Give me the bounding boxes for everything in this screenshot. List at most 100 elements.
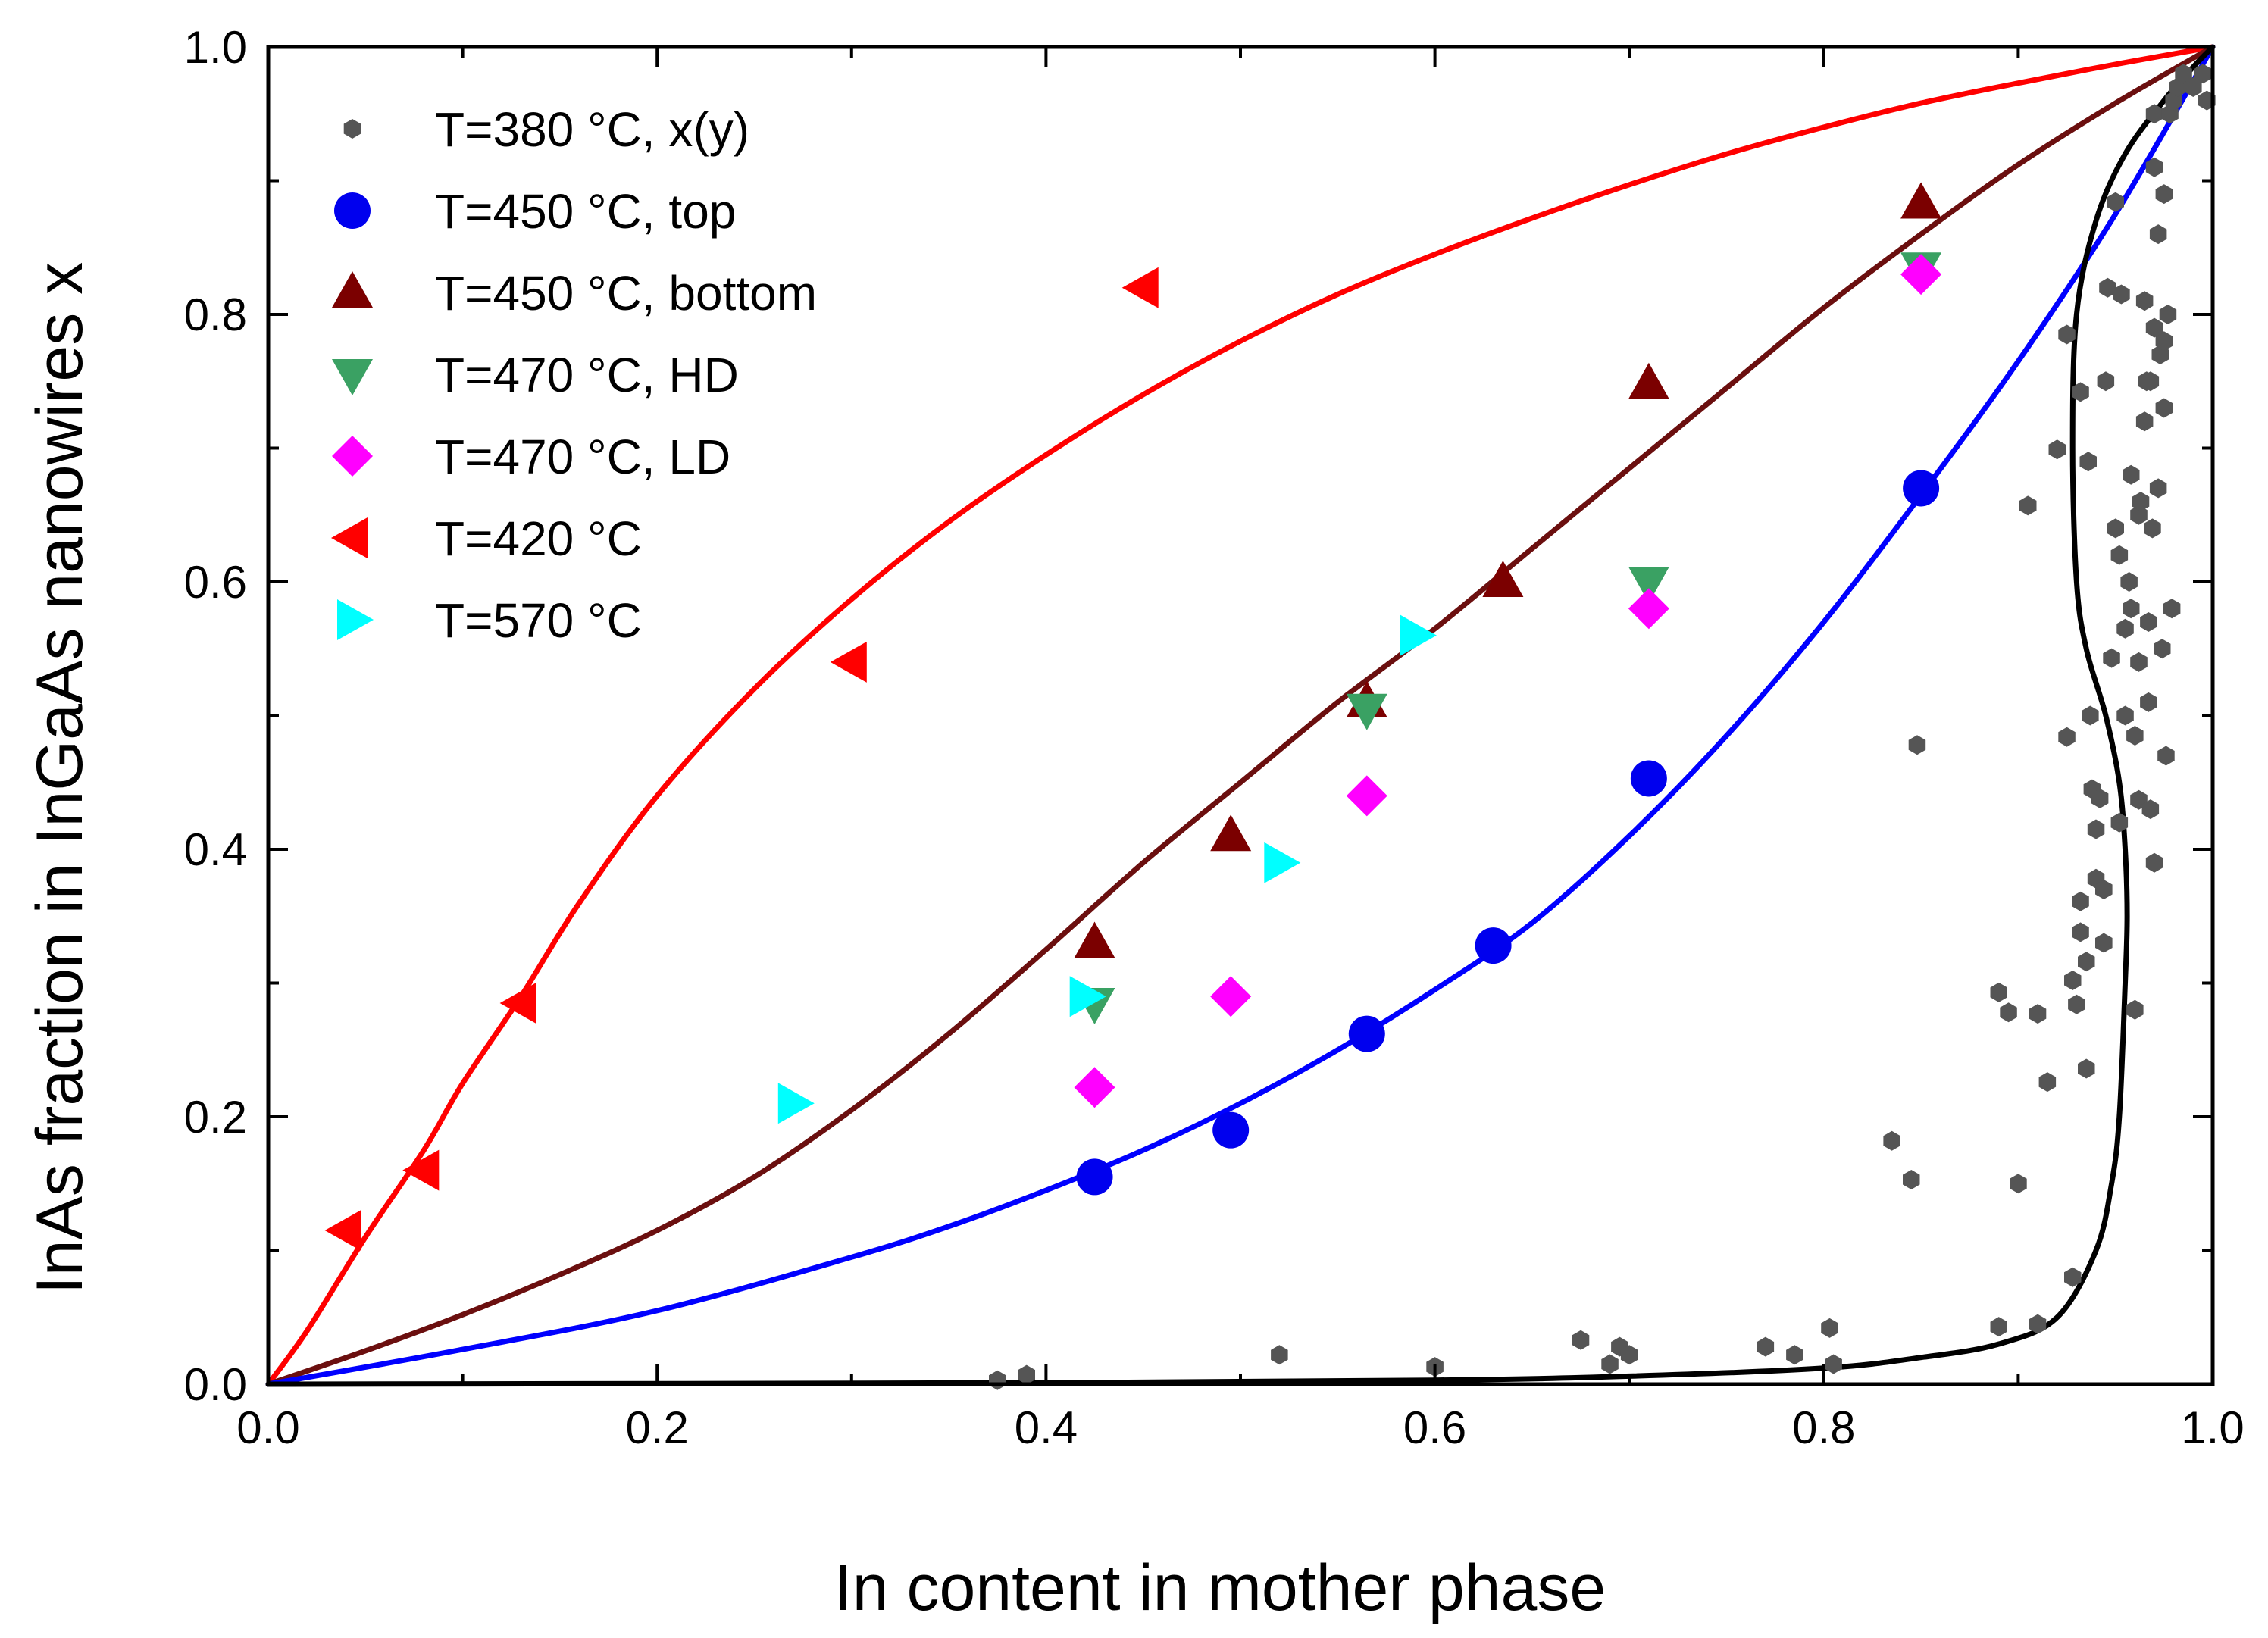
series-6 <box>777 614 1437 1124</box>
series-1 <box>1076 470 1940 1196</box>
y-tick-label: 0.2 <box>184 1092 247 1143</box>
data-point <box>1210 814 1252 852</box>
data-point <box>1990 982 2007 1002</box>
x-axis-title: In content in mother phase <box>834 1552 1606 1624</box>
legend-entry: T=450 °C, top <box>334 184 736 239</box>
data-point <box>2103 648 2120 668</box>
data-point <box>2110 812 2129 833</box>
fit-curve-0 <box>265 44 2216 1387</box>
legend-marker <box>334 192 371 229</box>
data-point <box>2126 999 2144 1020</box>
data-point <box>2155 398 2173 418</box>
data-point <box>777 1083 815 1124</box>
data-point <box>2135 411 2154 432</box>
data-point <box>1346 693 1387 730</box>
data-point <box>1903 1170 1920 1189</box>
series-0 <box>989 64 2216 1390</box>
data-point <box>2120 572 2138 592</box>
data-point <box>1074 921 1115 958</box>
data-point <box>2029 1004 2047 1024</box>
data-point <box>830 641 867 683</box>
data-point <box>2141 371 2160 392</box>
data-point <box>2140 612 2157 632</box>
data-point <box>2097 371 2115 392</box>
data-point <box>1121 267 1159 308</box>
data-point <box>2155 184 2173 205</box>
data-point <box>2145 317 2163 338</box>
axes: 0.0 0.2 0.4 0.6 0.8 1.0 0.0 0.2 0.4 0.6 0.8 1.0 <box>184 22 2245 1453</box>
series-5 <box>324 267 1159 1251</box>
data-point <box>2091 788 2109 808</box>
legend-entry: T=450 °C, bottom <box>332 266 817 320</box>
legend-marker <box>343 119 361 139</box>
data-point <box>2123 599 2140 619</box>
data-point <box>2123 464 2140 485</box>
data-point <box>1903 470 1940 507</box>
data-point <box>2072 382 2089 402</box>
legend-label: T=420 °C <box>435 511 642 566</box>
data-point <box>2144 518 2161 539</box>
data-point <box>2079 452 2097 472</box>
fit-curves <box>265 44 2216 1387</box>
legend-label: T=470 °C, LD <box>435 430 730 484</box>
data-point <box>2058 324 2076 345</box>
legend-marker <box>332 359 373 395</box>
data-point <box>1757 1336 1775 1357</box>
data-point <box>2029 1314 2047 1334</box>
data-point <box>1628 567 1669 603</box>
data-point <box>2126 726 2144 746</box>
data-point <box>2130 652 2148 672</box>
legend-marker <box>332 436 373 477</box>
data-point <box>1628 362 1669 399</box>
data-point <box>1908 735 1926 755</box>
data-point <box>2194 64 2212 84</box>
x-tick-label: 0.4 <box>1015 1402 1078 1453</box>
series-4 <box>1074 254 1942 1108</box>
y-tick-label: 0.8 <box>184 289 247 340</box>
legend-marker <box>332 271 373 308</box>
data-point <box>1620 1345 1638 1365</box>
legend: T=380 °C, x(y) T=450 °C, top T=450 °C, bot… <box>331 102 817 648</box>
data-point <box>2145 157 2163 177</box>
data-point <box>1601 1354 1619 1374</box>
data-point <box>2095 933 2113 953</box>
data-point <box>2064 1267 2082 1287</box>
data-point <box>2082 705 2099 726</box>
data-point <box>2064 971 2082 990</box>
data-point <box>2019 495 2037 516</box>
data-point <box>2072 891 2089 911</box>
legend-label: T=570 °C <box>435 593 642 648</box>
data-point <box>1348 1015 1385 1052</box>
fit-curve-3 <box>265 44 2216 1387</box>
data-point <box>1825 1354 1842 1374</box>
data-point <box>1018 1364 1035 1385</box>
data-point <box>2159 305 2177 324</box>
data-point <box>2149 478 2167 499</box>
data-point <box>2048 439 2066 460</box>
data-point <box>2000 1002 2017 1023</box>
data-point <box>2140 692 2157 712</box>
data-point <box>2145 104 2163 124</box>
data-point <box>2155 331 2173 352</box>
data-point <box>1572 1330 1590 1350</box>
data-point <box>2072 922 2089 942</box>
data-point <box>2010 1174 2027 1194</box>
legend-marker <box>331 517 368 558</box>
data-point <box>2116 618 2134 639</box>
data-point <box>2110 545 2129 565</box>
y-tick-label: 1.0 <box>184 22 247 73</box>
legend-label: T=380 °C, x(y) <box>435 102 749 157</box>
data-point <box>1482 561 1524 597</box>
data-point <box>2107 518 2124 539</box>
plot-frame <box>266 45 2215 1386</box>
legend-marker <box>337 599 374 640</box>
data-point <box>1630 760 1667 797</box>
data-point <box>2058 727 2076 747</box>
data-point <box>2068 994 2085 1014</box>
data-point <box>989 1370 1006 1390</box>
data-point <box>2163 599 2181 619</box>
data-point <box>2099 277 2116 298</box>
data-point <box>2135 291 2154 311</box>
legend-entry: T=470 °C, LD <box>332 430 730 484</box>
